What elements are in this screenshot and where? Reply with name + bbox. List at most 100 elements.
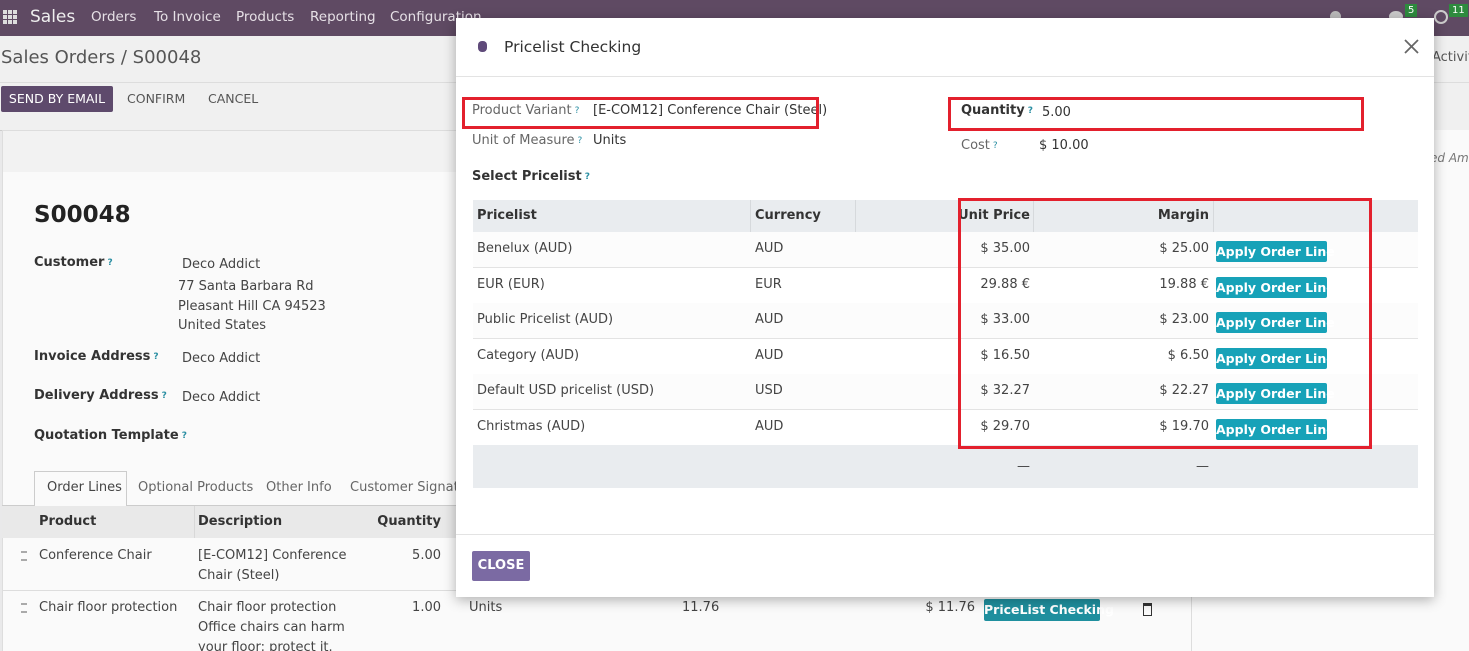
cell: Default USD pricelist (USD) (477, 383, 655, 398)
field-value: 77 Santa Barbara Rd (178, 279, 314, 294)
close-icon[interactable] (1404, 39, 1419, 54)
col-sep (1213, 200, 1214, 232)
apps-icon (3, 10, 7, 14)
pricelist-button[interactable]: PriceList Checking (984, 599, 1114, 621)
field-value: United States (178, 318, 267, 333)
help-mark: ? (161, 391, 167, 401)
cell: Units (469, 600, 503, 615)
field-label: Quantity? (961, 102, 1033, 120)
dialog-header-line (456, 76, 1434, 77)
label-text: Select Pricelist (472, 169, 582, 184)
cancel-button[interactable]: CANCEL (208, 91, 259, 106)
menu-item[interactable]: Products (236, 9, 295, 25)
menu-item[interactable]: Orders (91, 9, 137, 25)
field-value: [E-COM12] Conference Chair (Steel) (593, 103, 828, 118)
clock-icon[interactable] (1434, 10, 1448, 24)
field-value: Units (593, 133, 627, 148)
apps-icon (8, 10, 12, 14)
cell: 11.76 (682, 600, 720, 615)
cell: $ 29.70 (980, 418, 1030, 434)
chatter-tab: Activiti (1432, 50, 1469, 65)
tab[interactable]: Order Lines (47, 480, 122, 495)
col-sep (1033, 200, 1034, 232)
cell: Chair (Steel) (198, 568, 280, 583)
field-value: $ 10.00 (1039, 138, 1089, 153)
apply-button[interactable]: Apply Order Line (1216, 241, 1335, 262)
apply-button[interactable]: Apply Order Line (1216, 312, 1335, 333)
confirm-button[interactable]: CONFIRM (127, 91, 186, 106)
tab[interactable]: Other Info (266, 480, 332, 495)
cell: AUD (755, 347, 784, 363)
apps-icon (8, 15, 12, 19)
apply-button[interactable]: Apply Order Line (1216, 383, 1335, 404)
cell: 19.88 € (1159, 276, 1209, 292)
badge: 5 (1405, 4, 1418, 17)
total-cell: — (1196, 459, 1209, 474)
field-label: Cost? (961, 137, 998, 155)
field-label: Customer? (34, 254, 113, 272)
close-button[interactable]: CLOSE (472, 551, 530, 581)
tab[interactable]: Customer Signatur (350, 480, 473, 495)
apps-icon (3, 20, 7, 24)
cell: Chair floor protection (39, 600, 178, 615)
apps-icon (3, 15, 7, 19)
dialog-title: Pricelist Checking (504, 38, 642, 56)
column-header: Pricelist (477, 208, 537, 223)
apply-button[interactable]: Apply Order Line (1216, 418, 1335, 440)
cell: $ 16.50 (980, 347, 1030, 363)
tab[interactable]: Optional Products (138, 480, 254, 495)
menu-item[interactable]: Reporting (310, 9, 376, 25)
help-mark: ? (153, 352, 159, 362)
column-header: Unit Price (958, 208, 1030, 223)
help-mark: ? (992, 141, 998, 151)
label-text: Cost (961, 138, 990, 153)
apply-button[interactable]: Apply Order Line (1216, 347, 1335, 369)
cell: $ 6.50 (1167, 347, 1209, 363)
help-mark: ? (574, 106, 580, 116)
cell: your floor: protect it. (198, 640, 333, 651)
label-text: Invoice Address (34, 349, 151, 364)
cell: 1.00 (412, 600, 441, 615)
cell: $ 25.00 (1159, 241, 1209, 256)
label-text: Delivery Address (34, 388, 159, 403)
cell: $ 22.27 (1159, 383, 1209, 398)
label-text: Unit of Measure (472, 133, 575, 148)
cell: Office chairs can harm (198, 620, 345, 635)
cell: Category (AUD) (477, 347, 580, 363)
field-label: Invoice Address? (34, 348, 159, 366)
close-glyph (1404, 39, 1419, 54)
dialog-footer-line (456, 534, 1434, 535)
menu-item[interactable]: To Invoice (154, 9, 221, 25)
trash-icon[interactable] (1143, 603, 1152, 616)
table-header (473, 200, 1418, 232)
column-header: Product (39, 514, 97, 529)
cell: $ 19.70 (1159, 418, 1209, 434)
cell: $ 35.00 (980, 241, 1030, 256)
tab-active (34, 471, 127, 506)
column-header: Description (198, 514, 283, 529)
col-sep (194, 506, 195, 538)
app-name[interactable]: Sales (30, 7, 76, 27)
cell: 29.88 € (980, 276, 1030, 292)
apps-icon (13, 15, 17, 19)
field-value: Deco Addict (182, 351, 261, 366)
label-text: Customer (34, 255, 105, 270)
cell: $ 33.00 (980, 312, 1030, 327)
field-value: Deco Addict (182, 257, 261, 272)
bug-icon (478, 41, 487, 52)
chat-icon[interactable] (1389, 11, 1403, 22)
cell: 5.00 (412, 548, 441, 563)
col-sep (750, 200, 751, 232)
send-button[interactable]: SEND BY EMAIL (1, 86, 113, 112)
cell: $ 23.00 (1159, 312, 1209, 327)
apply-button[interactable]: Apply Order Line (1216, 276, 1335, 298)
label-text: Quotation Template (34, 428, 179, 443)
apps-icon (13, 20, 17, 24)
field-value: Pleasant Hill CA 94523 (178, 299, 326, 314)
highlight-box (462, 97, 819, 129)
field-value: Deco Addict (182, 390, 261, 405)
cell: [E-COM12] Conference (198, 548, 347, 563)
help-mark: ? (584, 172, 590, 182)
drag-handle (21, 551, 27, 561)
highlight-box (958, 198, 1372, 449)
